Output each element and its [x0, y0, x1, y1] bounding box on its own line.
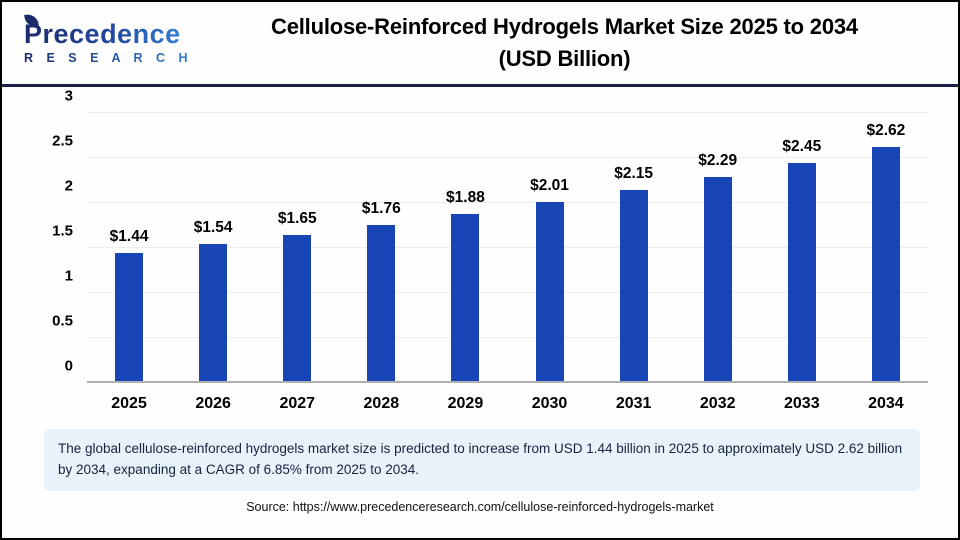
y-tick-label: 1.5 [52, 222, 73, 240]
bar-2029 [451, 213, 480, 383]
bar-value-label: $2.15 [614, 164, 654, 182]
bar-2030 [535, 202, 564, 383]
summary-box: The global cellulose-reinforced hydrogel… [44, 429, 920, 491]
gridline [87, 157, 928, 158]
bar-column-2025: $1.44 [87, 113, 171, 383]
bar-value-label: $2.45 [782, 137, 822, 155]
x-tick-label: 2032 [699, 395, 736, 412]
chart-title-line1: Cellulose-Reinforced Hydrogels Market Si… [271, 14, 858, 40]
y-tick-label: 2.5 [52, 132, 73, 150]
bar-value-label: $1.88 [446, 188, 485, 206]
bar-value-label: $2.29 [698, 151, 738, 169]
y-tick-label: 2 [64, 177, 73, 195]
logo-brand-text: Precedence [24, 13, 181, 48]
x-axis-baseline [87, 381, 928, 383]
gridline [87, 112, 928, 113]
bar-2034 [871, 147, 900, 383]
y-tick-label: 1 [64, 267, 73, 285]
bar-column-2027: $1.65 [255, 113, 339, 383]
gridline [87, 202, 928, 203]
bar-2028 [367, 224, 396, 383]
y-tick-label: 3 [64, 87, 73, 105]
x-tick-label: 2029 [447, 395, 484, 412]
x-tick-label: 2031 [615, 395, 652, 412]
bar-column-2031: $2.15 [592, 113, 676, 383]
plot-area: $1.44 $1.54 $1.65 $1.76 $1.88 $2.01 $2.15 $2.29… [87, 112, 928, 383]
bar-column-2028: $1.76 [339, 113, 423, 383]
bar-column-2030: $2.01 [507, 113, 591, 383]
bar-value-label: $2.01 [530, 177, 569, 195]
bar-column-2026: $1.54 [171, 113, 255, 383]
bar-column-2032: $2.29 [676, 113, 760, 383]
header: Precedence R E S E A R C H Cellulose-Rei… [2, 2, 958, 87]
x-tick-label: 2026 [195, 395, 231, 412]
bar-2031 [619, 189, 648, 383]
x-tick-label: 2027 [279, 395, 316, 412]
bar-column-2029: $1.88 [423, 113, 507, 383]
bar-value-label: $2.62 [866, 122, 906, 140]
gridline [87, 292, 928, 293]
source-line: Source: https://www.precedenceresearch.c… [246, 499, 714, 514]
bar-column-2034: $2.62 [844, 113, 928, 383]
precedence-research-logo: Precedence R E S E A R C H [2, 13, 197, 65]
x-tick-label: 2034 [868, 395, 904, 412]
y-tick-label: 0 [64, 357, 73, 375]
chart-title-line2: (USD Billion) [498, 46, 631, 71]
x-tick-label: 2028 [363, 395, 400, 412]
bar-2026 [199, 244, 228, 383]
bar-value-label: $1.65 [277, 209, 317, 227]
bar-2025 [115, 253, 144, 383]
x-tick-label: 2030 [531, 395, 568, 412]
x-axis: 2025 2026 2027 2028 2029 2030 2031 2032 2033 2034 [87, 383, 928, 413]
bar-value-label: $1.54 [193, 219, 233, 237]
logo-sub-text: R E S E A R C H [24, 52, 197, 65]
bar-2027 [283, 234, 312, 383]
chart-title: Cellulose-Reinforced Hydrogels Market Si… [197, 11, 958, 75]
bar-value-label: $1.76 [361, 199, 401, 217]
x-tick-label: 2025 [111, 395, 147, 412]
bar-value-label: $1.44 [109, 228, 149, 246]
bar-chart: 0 0.5 1 1.5 2 2.5 3 $1.44 $1.54 $1.65 $1.76 $1.88 $… [2, 87, 958, 413]
bar-column-2033: $2.45 [760, 113, 844, 383]
y-tick-label: 0.5 [52, 312, 73, 330]
bar-2032 [703, 176, 732, 383]
bars-row: $1.44 $1.54 $1.65 $1.76 $1.88 $2.01 $2.15 $2.29… [87, 113, 928, 383]
y-axis: 0 0.5 1 1.5 2 2.5 3 [2, 88, 87, 383]
gridline [87, 337, 928, 338]
x-tick-label: 2033 [784, 395, 820, 412]
bar-2033 [787, 162, 816, 383]
gridline [87, 247, 928, 248]
